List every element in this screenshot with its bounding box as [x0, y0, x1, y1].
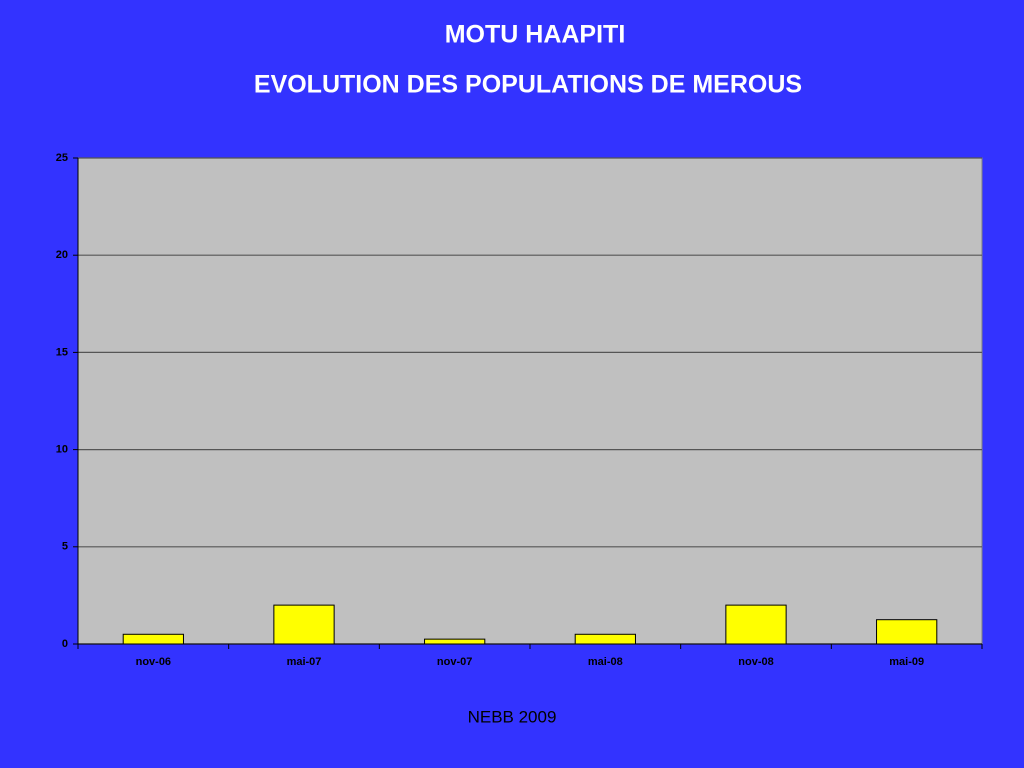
y-tick-label: 5 — [62, 541, 68, 553]
bar — [876, 619, 938, 645]
x-tick-label: nov-07 — [437, 656, 472, 668]
bar — [725, 604, 787, 645]
bar — [424, 638, 486, 645]
x-tick-label: mai-07 — [287, 656, 322, 668]
y-tick-label: 25 — [56, 152, 68, 164]
source-note: NEBB 2009 — [468, 707, 557, 726]
y-tick-label: 0 — [62, 638, 68, 650]
bar — [122, 633, 184, 645]
bar — [273, 604, 335, 645]
chart-subtitle: EVOLUTION DES POPULATIONS DE MEROUS — [254, 71, 802, 99]
y-tick-label: 20 — [56, 249, 68, 261]
x-tick-label: nov-08 — [738, 656, 773, 668]
bar — [574, 633, 636, 645]
plot-area — [77, 157, 983, 645]
y-tick-label: 15 — [56, 346, 68, 358]
chart-title: MOTU HAAPITI — [445, 21, 626, 49]
y-tick-label: 10 — [56, 444, 68, 456]
x-tick-label: mai-09 — [889, 656, 924, 668]
x-tick-label: nov-06 — [136, 656, 171, 668]
x-tick-label: mai-08 — [588, 656, 623, 668]
